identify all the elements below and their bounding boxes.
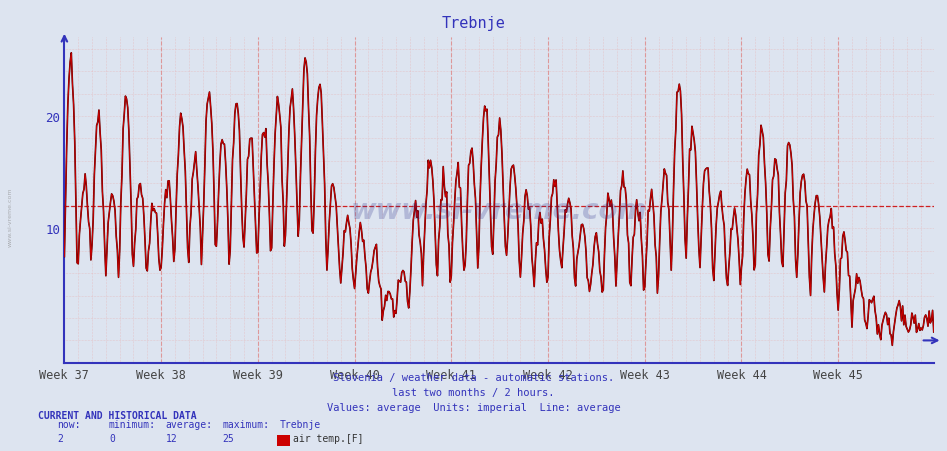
Text: Trebnje: Trebnje <box>441 16 506 31</box>
Text: maximum:: maximum: <box>223 419 270 429</box>
Text: last two months / 2 hours.: last two months / 2 hours. <box>392 387 555 397</box>
Text: Trebnje: Trebnje <box>279 419 320 429</box>
Text: now:: now: <box>57 419 80 429</box>
Text: www.si-vreme.com: www.si-vreme.com <box>8 187 12 246</box>
Text: 25: 25 <box>223 433 234 443</box>
Text: CURRENT AND HISTORICAL DATA: CURRENT AND HISTORICAL DATA <box>38 410 197 420</box>
Text: minimum:: minimum: <box>109 419 156 429</box>
Text: www.si-vreme.com: www.si-vreme.com <box>350 197 648 225</box>
Text: 12: 12 <box>166 433 177 443</box>
Text: 2: 2 <box>57 433 63 443</box>
Text: average:: average: <box>166 419 213 429</box>
Text: air temp.[F]: air temp.[F] <box>293 433 363 443</box>
Text: Values: average  Units: imperial  Line: average: Values: average Units: imperial Line: av… <box>327 402 620 412</box>
Text: Slovenia / weather data - automatic stations.: Slovenia / weather data - automatic stat… <box>333 372 614 382</box>
Text: 0: 0 <box>109 433 115 443</box>
